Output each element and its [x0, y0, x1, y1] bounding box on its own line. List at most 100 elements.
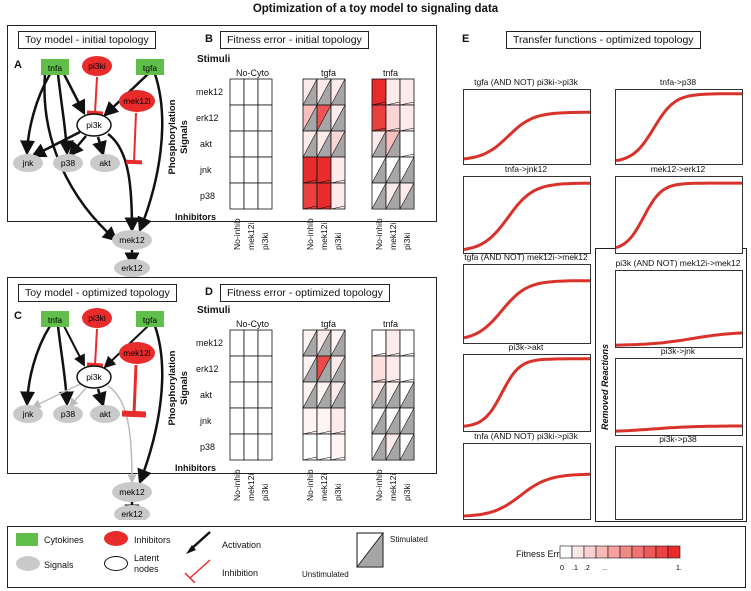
heatmap-cell	[385, 381, 401, 409]
legend-unstimulated: Unstimulated	[302, 570, 349, 579]
legend-fitness-error: Fitness Error	[516, 549, 568, 559]
stim-tnfa-d: tnfa	[383, 319, 399, 329]
tf-curve	[463, 279, 590, 340]
heatmap-cell	[385, 433, 401, 461]
heatmap-cell	[330, 433, 346, 461]
inhibitor-label: mek12i	[319, 222, 329, 250]
heatmap-cell	[243, 407, 259, 435]
node-pi3k-opt-label: pi3k	[86, 372, 102, 382]
inhibitor-label: No-inhib	[232, 469, 242, 501]
tf-plot	[463, 89, 591, 165]
panel-e-letter: E	[462, 33, 470, 45]
inhibitor-label: mek12i	[388, 222, 398, 250]
stim-nocyto-b: No-Cyto	[236, 68, 270, 78]
tf-plot	[463, 264, 591, 344]
tf-curve	[463, 181, 590, 251]
heatmap-cell	[330, 104, 346, 132]
panel-b-letter: B	[205, 33, 213, 45]
node-jnk-opt-label: jnk	[22, 409, 35, 419]
heatmap-cell	[371, 182, 387, 210]
panel-b-header: Fitness error - initial topology	[220, 31, 369, 49]
node-mek12i-opt-label: mek12i	[123, 348, 151, 358]
panel-d-header: Fitness error - optimized topology	[220, 284, 390, 302]
heatmap-cell	[330, 182, 346, 210]
sig-mek12-b: mek12	[196, 87, 224, 97]
inhibitor-label: pi3ki	[260, 483, 270, 501]
node-pi3ki-opt	[82, 308, 112, 328]
tf-curve	[615, 92, 742, 163]
node-pi3k-label: pi3k	[86, 120, 102, 130]
tf-curve	[615, 181, 742, 250]
inhibitors-label-b: Inhibitors	[175, 212, 216, 222]
heatmap-cell	[399, 329, 415, 357]
node-tnfa-opt-label: tnfa	[48, 315, 62, 325]
inhibitor-label: No-inhib	[305, 469, 315, 501]
heatmap-cell	[385, 182, 401, 210]
heatmap-cell	[316, 407, 332, 435]
node-tgfa	[136, 59, 164, 75]
inhibitor-label: No-inhib	[232, 218, 242, 250]
legend-signals-swatch	[16, 556, 40, 571]
node-p38-opt	[53, 405, 83, 423]
heatmap-cell	[257, 329, 273, 357]
node-mek12-label: mek12	[119, 235, 145, 245]
node-mek12i-opt	[119, 342, 155, 364]
tf-label: pi3k (AND NOT) mek12i->mek12	[615, 258, 741, 268]
tf-plot	[615, 176, 743, 254]
colorbar-tick: ...	[602, 565, 608, 572]
node-tgfa-opt	[136, 311, 164, 327]
heatmap-cell	[229, 329, 245, 357]
node-p38	[53, 154, 83, 172]
node-pi3ki-opt-label: pi3ki	[88, 313, 106, 323]
panel-a-header: Toy model - initial topology	[18, 31, 156, 49]
panel-a-letter: A	[14, 59, 22, 71]
colorbar-cell	[571, 545, 585, 559]
heatmap-cell	[257, 381, 273, 409]
sig-erk12-d: erk12	[196, 364, 219, 374]
tf-curve	[615, 424, 742, 433]
legend-signals: Signals	[44, 560, 74, 570]
panel-ab-frame	[7, 25, 437, 222]
colorbar-cell	[595, 545, 609, 559]
heatmap-cell	[316, 329, 332, 357]
colorbar-tick: .1	[572, 565, 578, 572]
inhibitor-label: pi3ki	[333, 232, 343, 250]
stimuli-label-b: Stimuli	[197, 54, 231, 65]
node-mek12i	[119, 90, 155, 112]
heatmap-cell	[330, 355, 346, 383]
node-jnk-opt	[13, 405, 43, 423]
heatmap-initial	[229, 78, 415, 210]
colorbar-tick: .2	[584, 565, 590, 572]
legend-stim-cell	[356, 532, 384, 568]
node-pi3k	[76, 113, 112, 137]
tf-plot	[615, 358, 743, 436]
node-jnk-label: jnk	[22, 158, 35, 168]
node-akt-opt-label: akt	[99, 409, 111, 419]
legend-activation: Activation	[222, 540, 262, 550]
inhibitor-label: mek12i	[388, 473, 398, 501]
heatmap-optimized	[229, 329, 415, 461]
legend-cytokines: Cytokines	[44, 535, 84, 545]
node-tgfa-label: tgfa	[143, 63, 157, 73]
tf-curve	[463, 472, 591, 518]
stim-nocyto-d: No-Cyto	[236, 319, 270, 329]
tf-curve	[616, 331, 743, 347]
colorbar-cell	[643, 545, 657, 559]
heatmap-cell	[243, 433, 259, 461]
node-pi3ki	[82, 56, 112, 76]
legend-latent: Latent nodes	[134, 553, 160, 574]
node-tgfa-opt-label: tgfa	[143, 315, 157, 325]
heatmap-cell	[385, 355, 401, 383]
legend-inhibitors: Inhibitors	[134, 535, 171, 545]
heatmap-cell	[302, 407, 318, 435]
sig-p38-d: p38	[200, 442, 216, 452]
heatmap-cell	[257, 355, 273, 383]
node-p38-label: p38	[61, 158, 75, 168]
node-akt-label: akt	[99, 158, 111, 168]
tf-curve	[463, 357, 590, 428]
heatmap-cell	[371, 407, 387, 435]
tf-label: tgfa (AND NOT) mek12i->mek12	[464, 252, 588, 262]
inhibitors-label-d: Inhibitors	[175, 463, 216, 473]
tf-label: pi3k->akt	[508, 342, 544, 352]
node-erk12	[114, 259, 150, 277]
